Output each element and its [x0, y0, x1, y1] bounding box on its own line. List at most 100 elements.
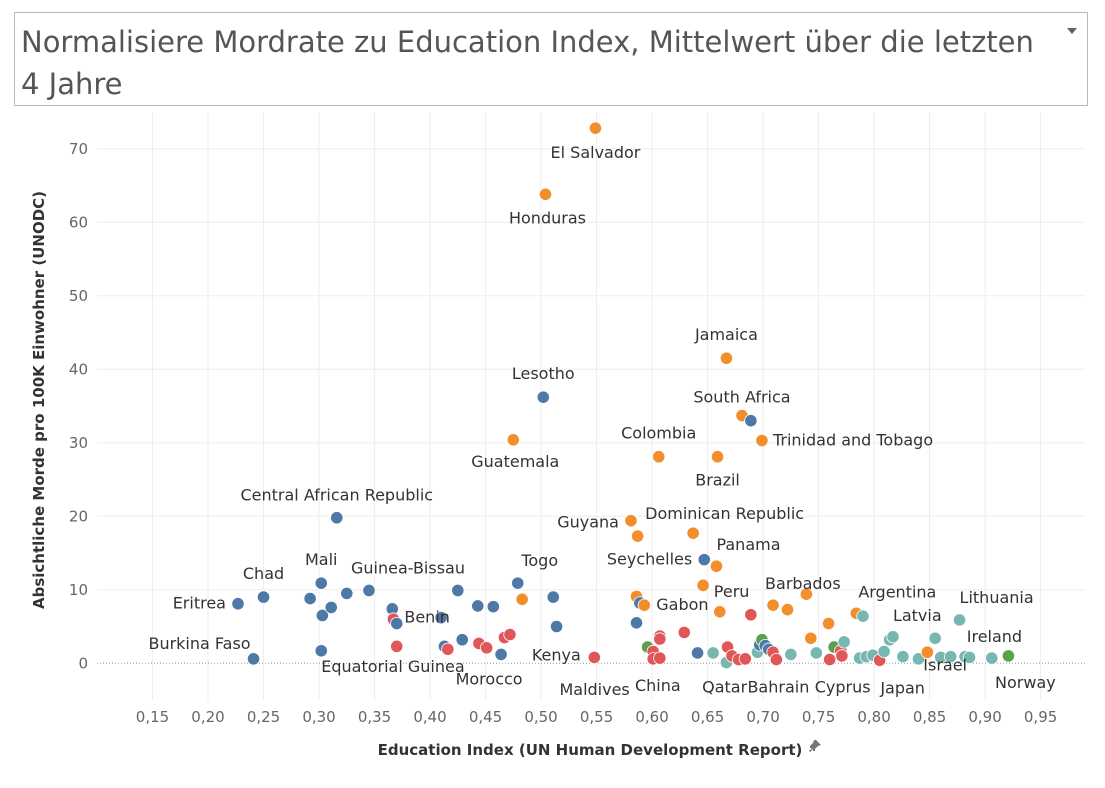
data-point[interactable] [928, 631, 942, 645]
data-point[interactable] [511, 576, 525, 590]
data-point[interactable] [809, 646, 823, 660]
data-point[interactable] [837, 635, 851, 649]
point-label: Togo [520, 551, 558, 570]
point-label: Honduras [509, 208, 586, 227]
data-point[interactable] [362, 583, 376, 598]
data-point[interactable] [637, 598, 651, 612]
data-point[interactable] [434, 611, 448, 625]
point-label: Colombia [621, 424, 696, 443]
data-point[interactable] [653, 651, 667, 665]
data-point[interactable] [624, 514, 638, 528]
point-label: Morocco [456, 669, 523, 688]
data-point[interactable] [856, 609, 870, 623]
data-point[interactable] [769, 652, 783, 667]
data-point[interactable] [985, 651, 999, 665]
x-tick-label: 0,70 [746, 708, 779, 726]
point-label: Japan [879, 678, 925, 697]
point-label: Argentina [858, 582, 936, 601]
data-point[interactable] [390, 639, 404, 653]
data-point[interactable] [944, 650, 958, 664]
data-point[interactable] [920, 645, 934, 659]
x-tick-label: 0,25 [247, 708, 280, 726]
data-point[interactable] [324, 600, 338, 614]
data-point[interactable] [780, 602, 795, 617]
data-point[interactable] [546, 590, 560, 604]
data-point[interactable] [755, 433, 769, 448]
data-point[interactable] [515, 592, 529, 606]
point-label: Bahrain [747, 678, 809, 697]
data-point[interactable] [886, 630, 900, 644]
y-tick-label: 50 [69, 287, 88, 305]
point-label: Barbados [765, 574, 841, 593]
data-point[interactable] [738, 652, 752, 666]
data-point[interactable] [441, 642, 455, 656]
chevron-down-icon[interactable] [1065, 25, 1079, 37]
data-point[interactable] [629, 616, 644, 630]
data-point[interactable] [494, 647, 508, 662]
data-point[interactable] [471, 599, 485, 613]
x-tick-label: 0,60 [635, 708, 668, 726]
data-point[interactable] [696, 578, 710, 592]
x-tick-label: 0,50 [524, 708, 557, 726]
data-point[interactable] [962, 650, 977, 664]
data-point[interactable] [686, 526, 700, 540]
data-point[interactable] [697, 553, 711, 567]
data-point[interactable] [256, 590, 271, 604]
data-point[interactable] [451, 583, 465, 598]
data-point[interactable] [330, 511, 344, 525]
data-point[interactable] [877, 644, 891, 659]
data-point[interactable] [246, 652, 261, 666]
data-point[interactable] [677, 625, 691, 639]
point-label: Seychelles [607, 550, 692, 569]
data-point[interactable] [744, 608, 758, 622]
data-point[interactable] [804, 631, 818, 645]
data-point[interactable] [486, 600, 500, 614]
data-point[interactable] [799, 587, 813, 601]
data-point[interactable] [503, 627, 517, 642]
data-point[interactable] [536, 390, 550, 404]
data-point[interactable] [314, 644, 328, 658]
y-tick-label: 0 [78, 654, 88, 672]
y-tick-label: 70 [69, 140, 88, 158]
data-point[interactable] [706, 646, 720, 660]
x-tick-label: 0,90 [968, 708, 1001, 726]
data-point[interactable] [631, 529, 645, 543]
data-point[interactable] [835, 649, 849, 663]
x-tick-label: 0,80 [857, 708, 890, 726]
data-point[interactable] [719, 351, 734, 365]
data-point[interactable] [690, 646, 705, 660]
data-point[interactable] [303, 591, 317, 606]
data-point[interactable] [340, 586, 354, 601]
data-point[interactable] [480, 641, 494, 655]
data-point[interactable] [653, 632, 667, 646]
data-point[interactable] [823, 652, 837, 667]
data-point[interactable] [587, 650, 601, 664]
data-point[interactable] [784, 647, 798, 662]
data-point[interactable] [588, 121, 603, 135]
data-point[interactable] [911, 652, 926, 666]
data-point[interactable] [506, 433, 520, 447]
data-point[interactable] [314, 576, 328, 590]
y-tick-label: 30 [69, 434, 88, 452]
data-point[interactable] [821, 616, 836, 631]
data-point[interactable] [896, 650, 910, 664]
x-tick-label: 0,30 [302, 708, 335, 726]
data-point[interactable] [652, 450, 666, 464]
data-point[interactable] [231, 597, 245, 611]
data-point[interactable] [315, 608, 329, 623]
data-point[interactable] [952, 613, 967, 627]
data-point[interactable] [538, 187, 553, 201]
data-point[interactable] [766, 598, 780, 612]
label-layer: El Salvador Honduras Jamaica Lesotho South A… [148, 143, 1055, 699]
x-tick-label: 0,15 [136, 708, 169, 726]
data-point[interactable] [713, 605, 727, 619]
data-point[interactable] [455, 633, 469, 647]
data-point[interactable] [709, 559, 724, 573]
data-point[interactable] [390, 616, 404, 631]
pin-icon[interactable] [808, 739, 822, 755]
data-point[interactable] [710, 450, 725, 464]
data-point[interactable] [744, 414, 758, 428]
data-point[interactable] [549, 619, 564, 634]
point-label: Panama [716, 535, 780, 554]
data-point[interactable] [1001, 649, 1016, 663]
